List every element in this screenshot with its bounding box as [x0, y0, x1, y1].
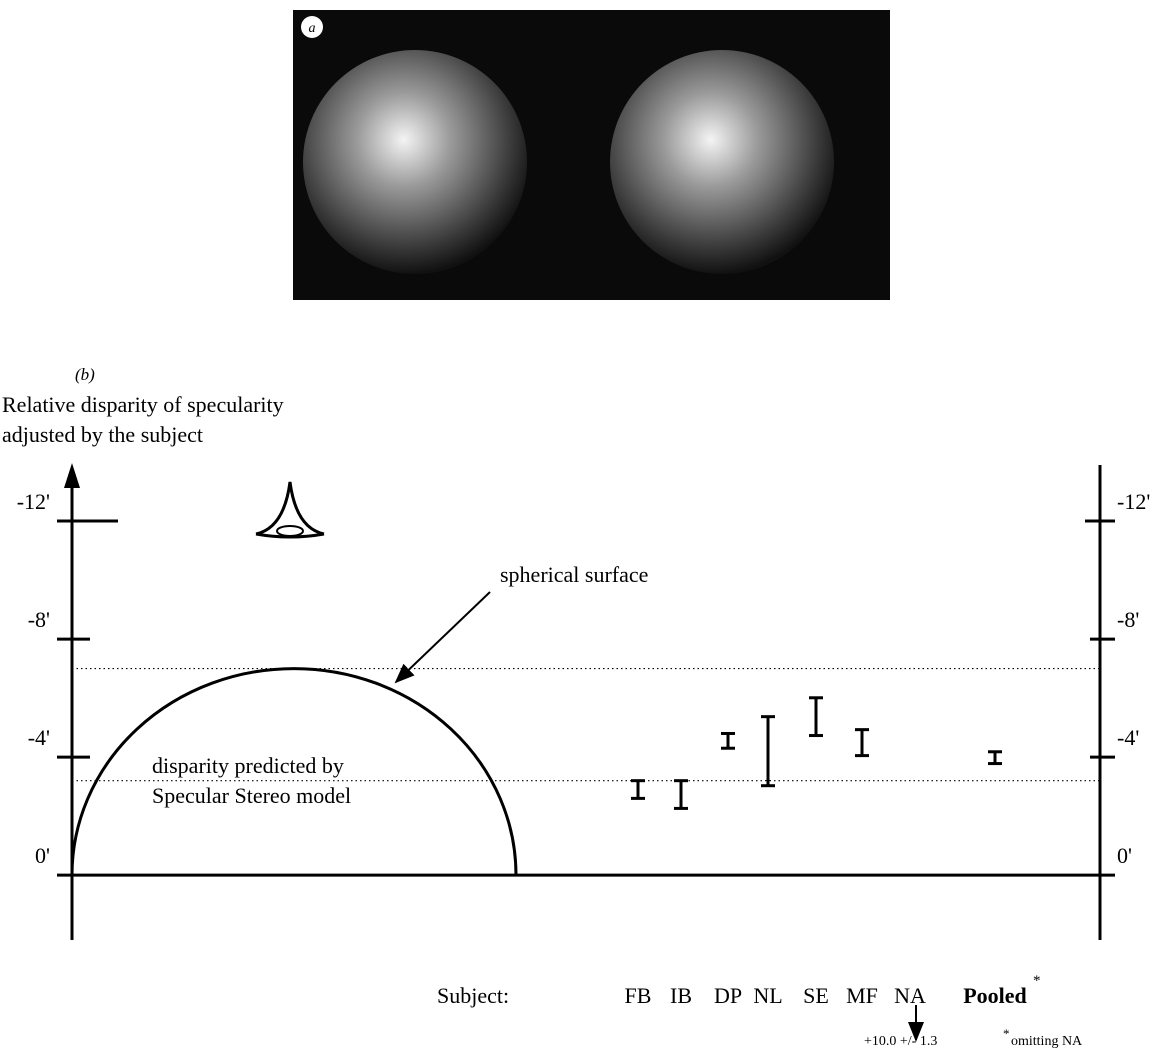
off-scale-label: +10.0 +/- 1.3 [864, 1034, 937, 1049]
y-axis-label: adjusted by the subject [2, 422, 203, 447]
sphere-left [303, 50, 527, 274]
axis-arrow [64, 463, 80, 488]
x-tick-label: FB [625, 983, 652, 1008]
x-tick-label: Pooled [963, 983, 1027, 1008]
footnote-marker: * [1003, 1026, 1010, 1041]
y2-tick-label: -12' [1117, 489, 1150, 514]
x-tick-label: DP [714, 983, 742, 1008]
x-tick-label: MF [846, 983, 878, 1008]
y2-tick-label: -8' [1117, 607, 1139, 632]
x-axis-label: Subject: [437, 983, 509, 1008]
footnote: omitting NA [1011, 1034, 1083, 1049]
panel-label: a [309, 21, 316, 36]
x-tick-label: NL [753, 983, 782, 1008]
x-tick-label: SE [803, 983, 829, 1008]
category-marker: * [1033, 973, 1041, 989]
y-axis-label: Relative disparity of specularity [2, 392, 284, 417]
y-tick-label: -8' [28, 607, 50, 632]
annotation: spherical surface [500, 562, 648, 587]
x-tick-label: NA [894, 983, 926, 1008]
y2-tick-label: -4' [1117, 725, 1139, 750]
y-tick-label: -12' [17, 489, 50, 514]
y-tick-label: 0' [35, 843, 50, 868]
y-tick-label: -4' [28, 725, 50, 750]
annotation: Specular Stereo model [152, 783, 351, 808]
sphere-right [610, 50, 834, 274]
figure: a (b) Relative disparity of specularity … [0, 0, 1167, 1052]
panel-a: a [293, 10, 890, 300]
y2-tick-label: 0' [1117, 843, 1132, 868]
panel-label: (b) [75, 365, 95, 384]
annotation: disparity predicted by [152, 753, 344, 778]
x-tick-label: IB [670, 983, 692, 1008]
eye-icon [256, 482, 324, 537]
